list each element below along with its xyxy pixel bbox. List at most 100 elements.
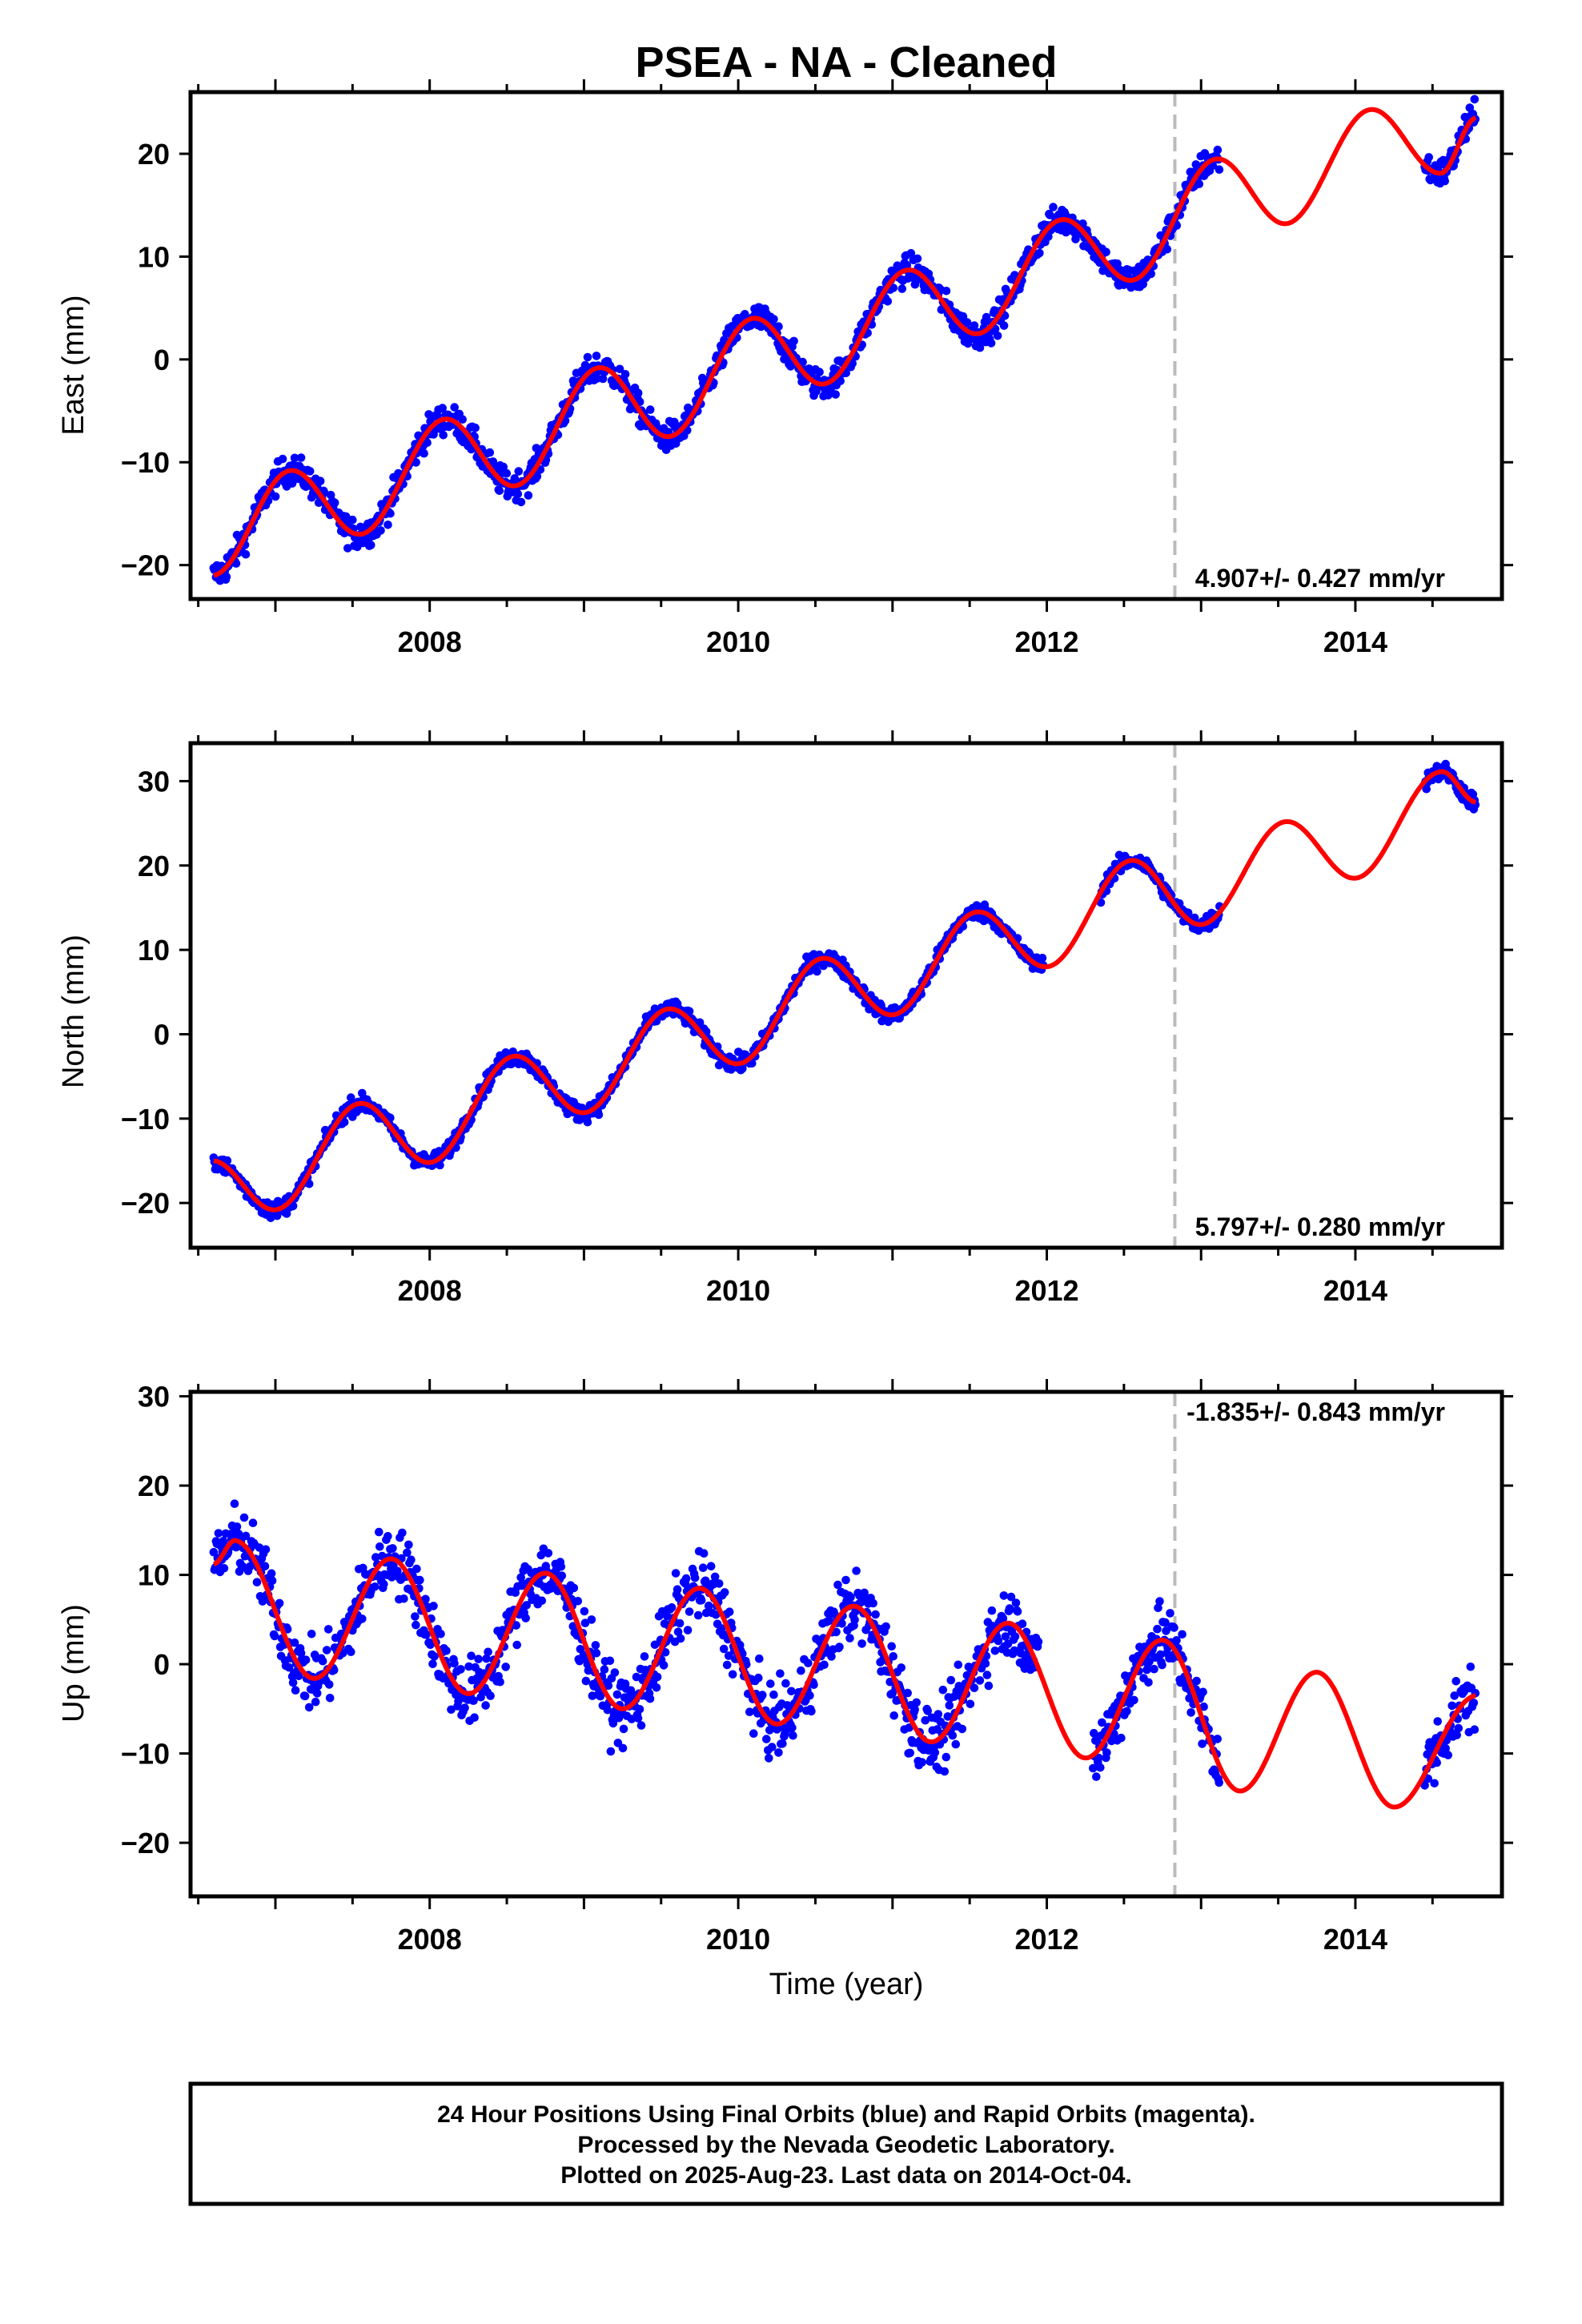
data-point (1010, 1632, 1020, 1641)
data-point (619, 1724, 628, 1734)
data-point (282, 1209, 291, 1218)
east-model-curve (212, 107, 1477, 578)
data-point (921, 1715, 930, 1725)
data-point (450, 403, 459, 412)
data-point (719, 1644, 729, 1654)
data-point (982, 1671, 992, 1679)
data-point (598, 374, 608, 384)
data-point (1432, 1758, 1441, 1767)
data-point (522, 1601, 531, 1610)
data-point (745, 1707, 754, 1716)
data-point (650, 1640, 660, 1650)
east-data-points (209, 94, 1480, 585)
data-point (903, 1688, 912, 1698)
north-panel: North (mm) 5.797+/- 0.280 mm/yr −20 −10 0 1… (57, 730, 1513, 1307)
data-point (1034, 1637, 1043, 1647)
data-point (583, 352, 592, 362)
data-point (1172, 1636, 1181, 1645)
data-point (261, 1545, 271, 1554)
y-tick-label: −10 (121, 446, 170, 479)
data-point (788, 1723, 797, 1732)
data-point (1146, 269, 1155, 279)
data-point (430, 1652, 439, 1661)
data-point (501, 1663, 510, 1671)
data-point (681, 1574, 691, 1583)
data-point (986, 339, 996, 348)
data-point (339, 1117, 349, 1127)
data-point (412, 458, 420, 467)
data-point (481, 1701, 490, 1710)
data-point (990, 1647, 1000, 1655)
data-point (499, 462, 508, 472)
data-point (837, 1619, 846, 1628)
data-point (429, 1602, 438, 1610)
data-point (383, 521, 392, 529)
data-point (404, 1540, 413, 1550)
data-point (514, 467, 524, 476)
data-point (755, 1654, 764, 1663)
data-point (704, 1601, 713, 1610)
data-point (231, 559, 241, 568)
footer-box: 24 Hour Positions Using Final Orbits (bl… (188, 2081, 1504, 2206)
data-point (267, 1569, 276, 1578)
data-point (1102, 1748, 1111, 1757)
data-point (640, 1652, 649, 1661)
data-point (290, 453, 299, 463)
data-point (758, 1691, 767, 1699)
data-point (294, 1671, 303, 1681)
data-point (329, 1666, 339, 1675)
data-point (645, 405, 655, 414)
data-point (942, 287, 951, 296)
data-point (605, 1656, 615, 1666)
y-tick-label: 30 (138, 765, 170, 798)
data-point (724, 1651, 733, 1660)
data-point (673, 1585, 682, 1594)
data-point (717, 1624, 726, 1633)
data-point (805, 1691, 814, 1700)
data-point (1213, 145, 1223, 155)
north-model-curve (212, 769, 1477, 1212)
data-point (502, 468, 512, 478)
data-point (685, 1607, 694, 1616)
data-point (255, 1543, 264, 1552)
y-tick-label: 20 (138, 138, 170, 171)
data-point (343, 544, 352, 553)
data-point (789, 336, 798, 346)
x-tick-label: 2008 (398, 1923, 462, 1956)
data-point (710, 1572, 720, 1582)
data-point (632, 1672, 641, 1682)
y-tick-label: −10 (121, 1738, 170, 1771)
data-point (722, 1660, 732, 1670)
data-point (603, 1705, 612, 1715)
data-point (832, 1627, 841, 1637)
data-point (252, 1578, 262, 1586)
data-point (1186, 1708, 1195, 1717)
north-rate-label: 5.797+/- 0.280 mm/yr (1195, 1212, 1445, 1241)
data-point (1443, 1751, 1452, 1759)
y-tick-label: 30 (138, 1381, 170, 1413)
data-point (532, 444, 541, 452)
data-point (436, 1160, 444, 1170)
data-point (659, 1661, 669, 1670)
data-point (728, 1670, 737, 1679)
data-point (1470, 1725, 1480, 1734)
data-point (645, 1694, 655, 1703)
y-tick-label: 0 (154, 1018, 170, 1051)
data-point (1192, 1676, 1201, 1686)
data-point (1013, 1607, 1022, 1616)
data-point (232, 1522, 242, 1531)
data-point (315, 476, 325, 485)
data-point (324, 1680, 334, 1689)
x-tick-label: 2014 (1323, 625, 1387, 658)
x-tick-label: 2010 (706, 625, 770, 658)
data-point (889, 1652, 897, 1661)
data-point (798, 357, 807, 367)
data-point (970, 321, 979, 330)
data-point (300, 1691, 310, 1701)
data-point (676, 1634, 685, 1643)
x-tick-label: 2008 (398, 625, 462, 658)
y-tick-label: 20 (138, 1470, 170, 1502)
data-point (1155, 1597, 1164, 1606)
data-point (612, 1690, 622, 1699)
data-point (728, 322, 737, 331)
